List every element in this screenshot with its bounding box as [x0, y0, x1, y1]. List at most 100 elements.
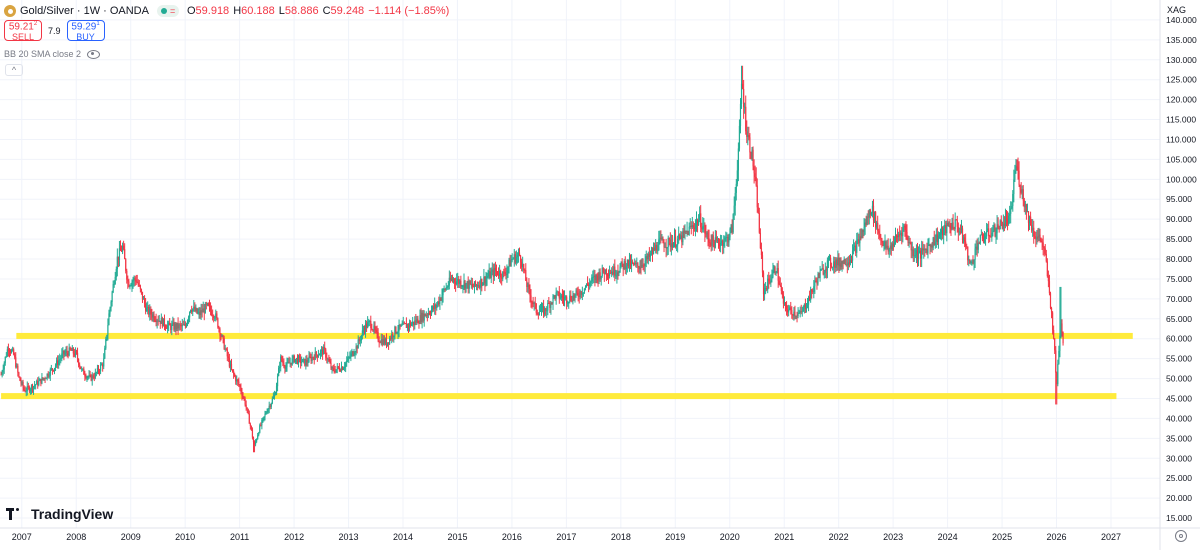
x-tick-label: 2016 [502, 532, 522, 542]
settings-gear-icon[interactable] [1175, 530, 1187, 542]
candle-body [309, 356, 311, 358]
candle-body [151, 314, 153, 318]
candle-body [197, 312, 199, 314]
candle-body [333, 368, 335, 371]
candle-body [713, 241, 715, 248]
candle-body [60, 358, 62, 360]
candle-body [1044, 248, 1046, 254]
candles [0, 65, 1064, 453]
candle-body [488, 271, 490, 277]
symbol-title[interactable]: Gold/Silver · 1W · OANDA [20, 5, 149, 17]
candle-body [184, 324, 187, 327]
candle-body [158, 320, 160, 322]
x-tick-label: 2014 [393, 532, 413, 542]
collapse-legend-button[interactable]: ^ [5, 64, 23, 76]
candle-body [668, 237, 670, 240]
y-tick-label: 75.000 [1166, 274, 1192, 284]
candle-body [469, 280, 471, 285]
candle-body [603, 272, 605, 275]
tradingview-logo[interactable]: TradingView [6, 506, 113, 522]
candle-body [367, 322, 369, 328]
candle-body [965, 241, 967, 247]
candle-body [442, 289, 444, 296]
candle-body [542, 306, 545, 315]
candle-body [160, 317, 162, 324]
candle-body [191, 309, 193, 312]
candle-body [195, 308, 197, 311]
candle-body [561, 295, 564, 298]
grid-lines [0, 0, 1160, 528]
candle-body [174, 324, 176, 330]
candle-body [766, 288, 768, 290]
candle-body [350, 353, 352, 357]
candle-body [976, 246, 978, 250]
candle-body [782, 294, 785, 304]
candle-body [635, 262, 637, 264]
candle-body [778, 280, 780, 285]
candle-body [759, 232, 761, 249]
candle-body [1023, 200, 1025, 208]
candle-body [274, 394, 277, 396]
candle-body [896, 235, 899, 238]
candle-body [524, 270, 526, 271]
candle-body [604, 269, 606, 275]
y-tick-label: 70.000 [1166, 294, 1192, 304]
candle-body [126, 270, 128, 280]
candle-body [25, 391, 27, 393]
candle-body [849, 259, 852, 263]
sell-button[interactable]: 59.212 SELL [4, 20, 42, 41]
candle-body [848, 262, 851, 264]
candle-body [591, 277, 593, 282]
candle-body [140, 289, 143, 292]
candle-body [397, 331, 399, 333]
candle-body [89, 375, 91, 376]
candle-body [338, 367, 340, 371]
candle-body [683, 231, 685, 234]
candle-body [462, 285, 464, 287]
candle-body [804, 304, 807, 310]
candle-body [310, 357, 312, 361]
candle-body [728, 237, 730, 243]
y-tick-label: 60.000 [1166, 334, 1192, 344]
candle-body [686, 230, 688, 232]
candle-body [610, 273, 612, 275]
candle-body [154, 319, 156, 321]
indicator-legend[interactable]: BB 20 SMA close 2 [4, 49, 101, 59]
candle-body [883, 243, 885, 246]
candle-body [536, 312, 538, 314]
y-tick-label: 55.000 [1166, 354, 1192, 364]
x-tick-label: 2024 [938, 532, 958, 542]
candle-body [383, 338, 386, 344]
candle-body [262, 417, 264, 420]
candle-body [459, 280, 461, 284]
currency-label[interactable]: XAG [1167, 5, 1187, 15]
candle-body [394, 326, 396, 336]
candle-body [584, 286, 587, 289]
candle-body [10, 350, 13, 353]
candle-body [375, 329, 377, 331]
candle-body [484, 276, 486, 284]
x-tick-label: 2019 [665, 532, 685, 542]
candle-body [142, 298, 145, 300]
horizontal-levels[interactable] [1, 332, 1133, 400]
candle-body [284, 366, 286, 369]
buy-button[interactable]: 59.291 BUY [66, 20, 105, 41]
candle-body [1029, 216, 1032, 226]
eye-hidden-icon[interactable] [87, 49, 101, 59]
candle-body [63, 350, 65, 355]
candle-body [646, 256, 648, 260]
candle-body [654, 247, 656, 251]
candle-body [115, 268, 117, 277]
candle-body [325, 349, 327, 358]
market-status-indicator[interactable]: = [156, 5, 179, 17]
x-tick-label: 2010 [175, 532, 195, 542]
candle-body [809, 297, 811, 300]
candle-body [478, 285, 480, 287]
candle-body [434, 304, 436, 309]
candle-body [576, 290, 578, 293]
candle-body [932, 237, 934, 248]
candle-body [633, 262, 635, 265]
candle-body [726, 237, 728, 238]
candle-body [88, 375, 90, 377]
